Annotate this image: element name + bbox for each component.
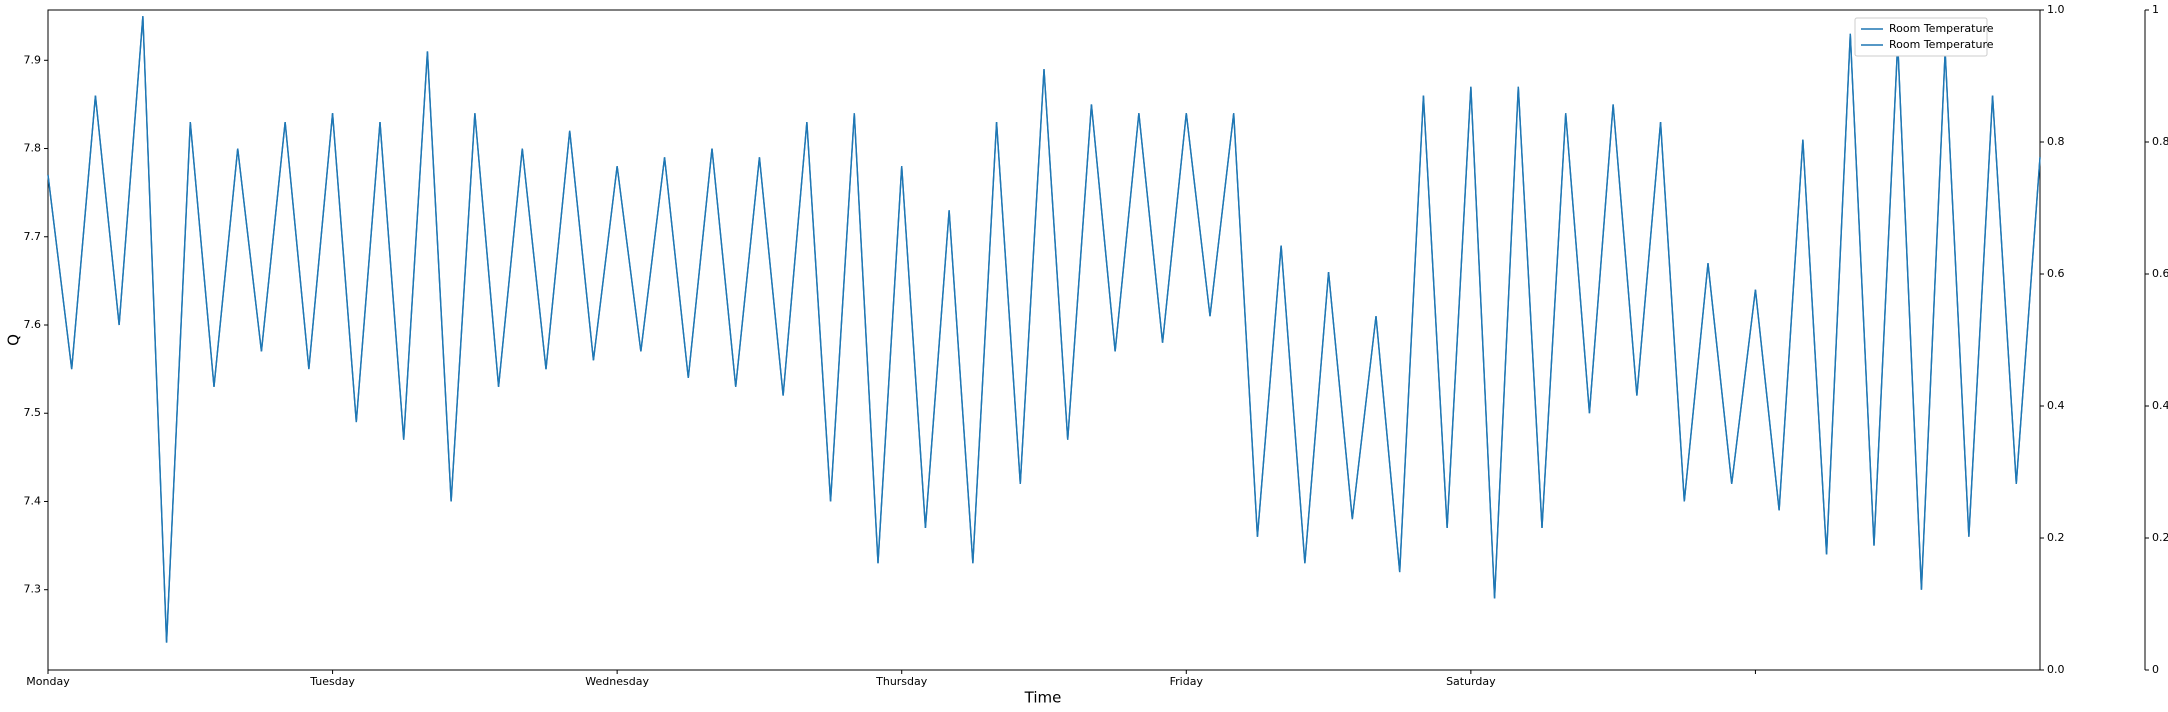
y-tick-label: 7.3 xyxy=(24,583,42,596)
x-tick-label: Thursday xyxy=(875,675,928,688)
x-tick-label: Wednesday xyxy=(585,675,649,688)
legend-label: Room Temperature xyxy=(1889,38,1994,51)
y-tick-label: 7.4 xyxy=(24,494,42,507)
plot-frame xyxy=(47,9,2041,671)
y-tick-label: 7.9 xyxy=(24,53,42,66)
x-tick-label: Monday xyxy=(26,675,70,688)
y2-tick-label: 0.6 xyxy=(2047,267,2065,280)
y3-tick-label: 0.2 xyxy=(2152,531,2168,544)
y-tick-label: 7.7 xyxy=(24,230,42,243)
y2-tick-label: 0.8 xyxy=(2047,135,2065,148)
y2-tick-label: 0.0 xyxy=(2047,663,2065,676)
y3-tick-label: 0.4 xyxy=(2152,399,2168,412)
line-series xyxy=(47,16,2041,643)
y3-tick-label: 0 xyxy=(2152,663,2159,676)
x-tick-label: Saturday xyxy=(1446,675,1496,688)
y3-tick-label: 0.8 xyxy=(2152,135,2168,148)
line-series xyxy=(47,16,2041,643)
x-axis-label: Time xyxy=(1024,689,1062,707)
y-tick-label: 7.5 xyxy=(24,406,42,419)
y-axis-label: Q xyxy=(5,334,23,346)
legend-label: Room Temperature xyxy=(1889,22,1994,35)
x-tick-label: Friday xyxy=(1170,675,1204,688)
y2-tick-label: 0.2 xyxy=(2047,531,2065,544)
y2-tick-label: 0.4 xyxy=(2047,399,2065,412)
legend-box xyxy=(1854,17,1988,57)
y3-tick-label: 1 xyxy=(2152,3,2159,16)
y-tick-label: 7.8 xyxy=(24,142,42,155)
y2-tick-label: 1.0 xyxy=(2047,3,2065,16)
y3-tick-label: 0.6 xyxy=(2152,267,2168,280)
x-tick-label: Tuesday xyxy=(309,675,355,688)
y-tick-label: 7.6 xyxy=(24,318,42,331)
